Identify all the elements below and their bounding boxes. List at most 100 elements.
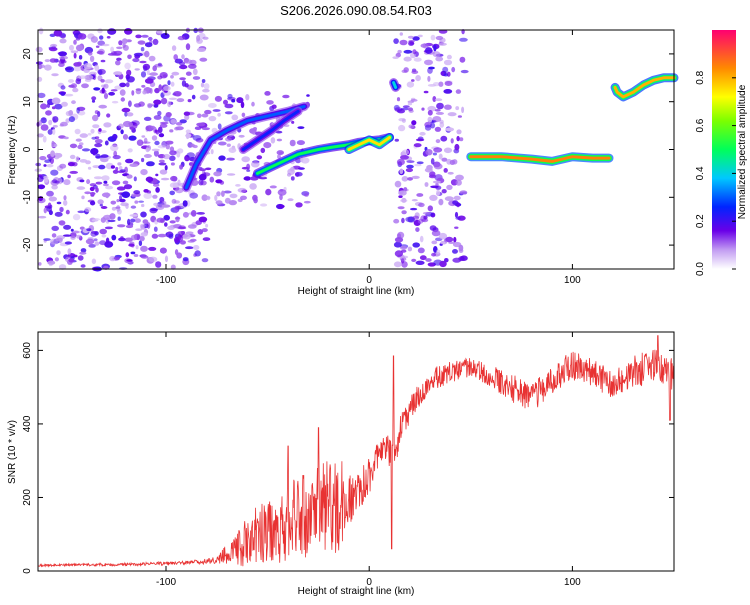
noise-blob [296,140,305,146]
noise-blob [104,79,114,84]
noise-blob [444,238,449,243]
noise-blob [84,191,91,195]
colorbar-tick-label: 0.8 [695,70,706,84]
noise-blob [110,165,115,169]
noise-blob [138,200,145,203]
noise-blob [91,96,97,101]
noise-blob [100,217,106,223]
noise-blob [186,152,195,159]
noise-blob [134,68,140,71]
noise-blob [419,255,427,261]
noise-blob [38,120,43,126]
y-tick-label: -10 [22,190,33,205]
noise-blob [177,179,181,186]
y-tick-label: 20 [22,48,33,60]
noise-blob [225,137,232,142]
noise-blob [282,94,290,99]
noise-blob [105,192,110,199]
noise-blob [399,32,403,36]
noise-blob [444,81,453,86]
noise-blob [142,63,151,71]
noise-blob [160,177,170,181]
noise-blob [270,137,276,144]
noise-blob [90,36,98,43]
noise-blob [54,257,60,262]
noise-blob [455,89,462,94]
noise-blob [415,138,425,142]
noise-blob [276,150,284,156]
noise-blob [199,57,208,62]
noise-blob [124,62,131,70]
noise-blob [129,214,138,217]
noise-blob [158,126,163,133]
noise-blob [169,220,176,224]
noise-blob [455,106,460,111]
noise-blob [156,30,163,34]
noise-blob [121,191,131,198]
noise-blob [424,59,433,66]
noise-blob [107,53,117,56]
noise-blob [141,135,146,138]
noise-blob [277,154,281,159]
noise-blob [113,150,118,157]
noise-blob [446,54,452,60]
noise-blob [127,100,132,107]
noise-blob [46,190,54,197]
noise-blob [59,206,64,213]
noise-blob [438,153,443,160]
noise-blob [113,71,123,76]
noise-blob [432,152,437,156]
noise-blob [415,227,420,233]
noise-blob [130,251,136,255]
noise-blob [199,94,209,101]
noise-blob [98,128,102,132]
noise-blob [55,153,63,158]
noise-blob [102,183,109,187]
noise-blob [165,143,170,150]
noise-blob [447,112,457,117]
noise-blob [185,129,191,134]
noise-blob [416,161,424,165]
noise-blob [407,177,413,181]
noise-blob [435,35,444,41]
noise-blob [37,175,44,182]
noise-blob [44,59,51,63]
noise-blob [130,234,138,241]
noise-blob [40,117,47,124]
noise-blob [122,180,129,185]
noise-blob [144,50,150,58]
noise-blob [406,81,415,88]
noise-blob [101,234,107,238]
noise-blob [217,112,221,117]
noise-blob [455,216,461,220]
noise-blob [149,207,158,214]
noise-blob [125,224,134,229]
noise-blob [153,99,162,105]
noise-blob [121,107,131,113]
noise-blob [120,129,124,135]
noise-blob [72,87,79,93]
noise-blob [174,216,181,220]
noise-blob [152,38,159,46]
noise-blob [140,211,147,218]
noise-blob [104,140,109,146]
noise-blob [112,169,119,174]
noise-blob [92,124,100,129]
noise-blob [393,38,399,44]
noise-blob [80,264,86,268]
noise-blob [190,238,197,242]
noise-blob [151,135,158,141]
noise-blob [144,42,153,48]
noise-blob [427,84,437,87]
noise-blob [76,234,82,239]
x-tick-label: -100 [156,577,176,588]
colorbar-tick-label: 0.0 [695,262,706,276]
noise-blob [208,103,217,108]
noise-blob [157,110,162,116]
noise-blob [401,261,408,268]
noise-blob [88,244,96,248]
noise-blob [78,142,84,146]
noise-blob [223,190,232,194]
noise-blob [134,200,139,204]
noise-blob [403,187,408,192]
